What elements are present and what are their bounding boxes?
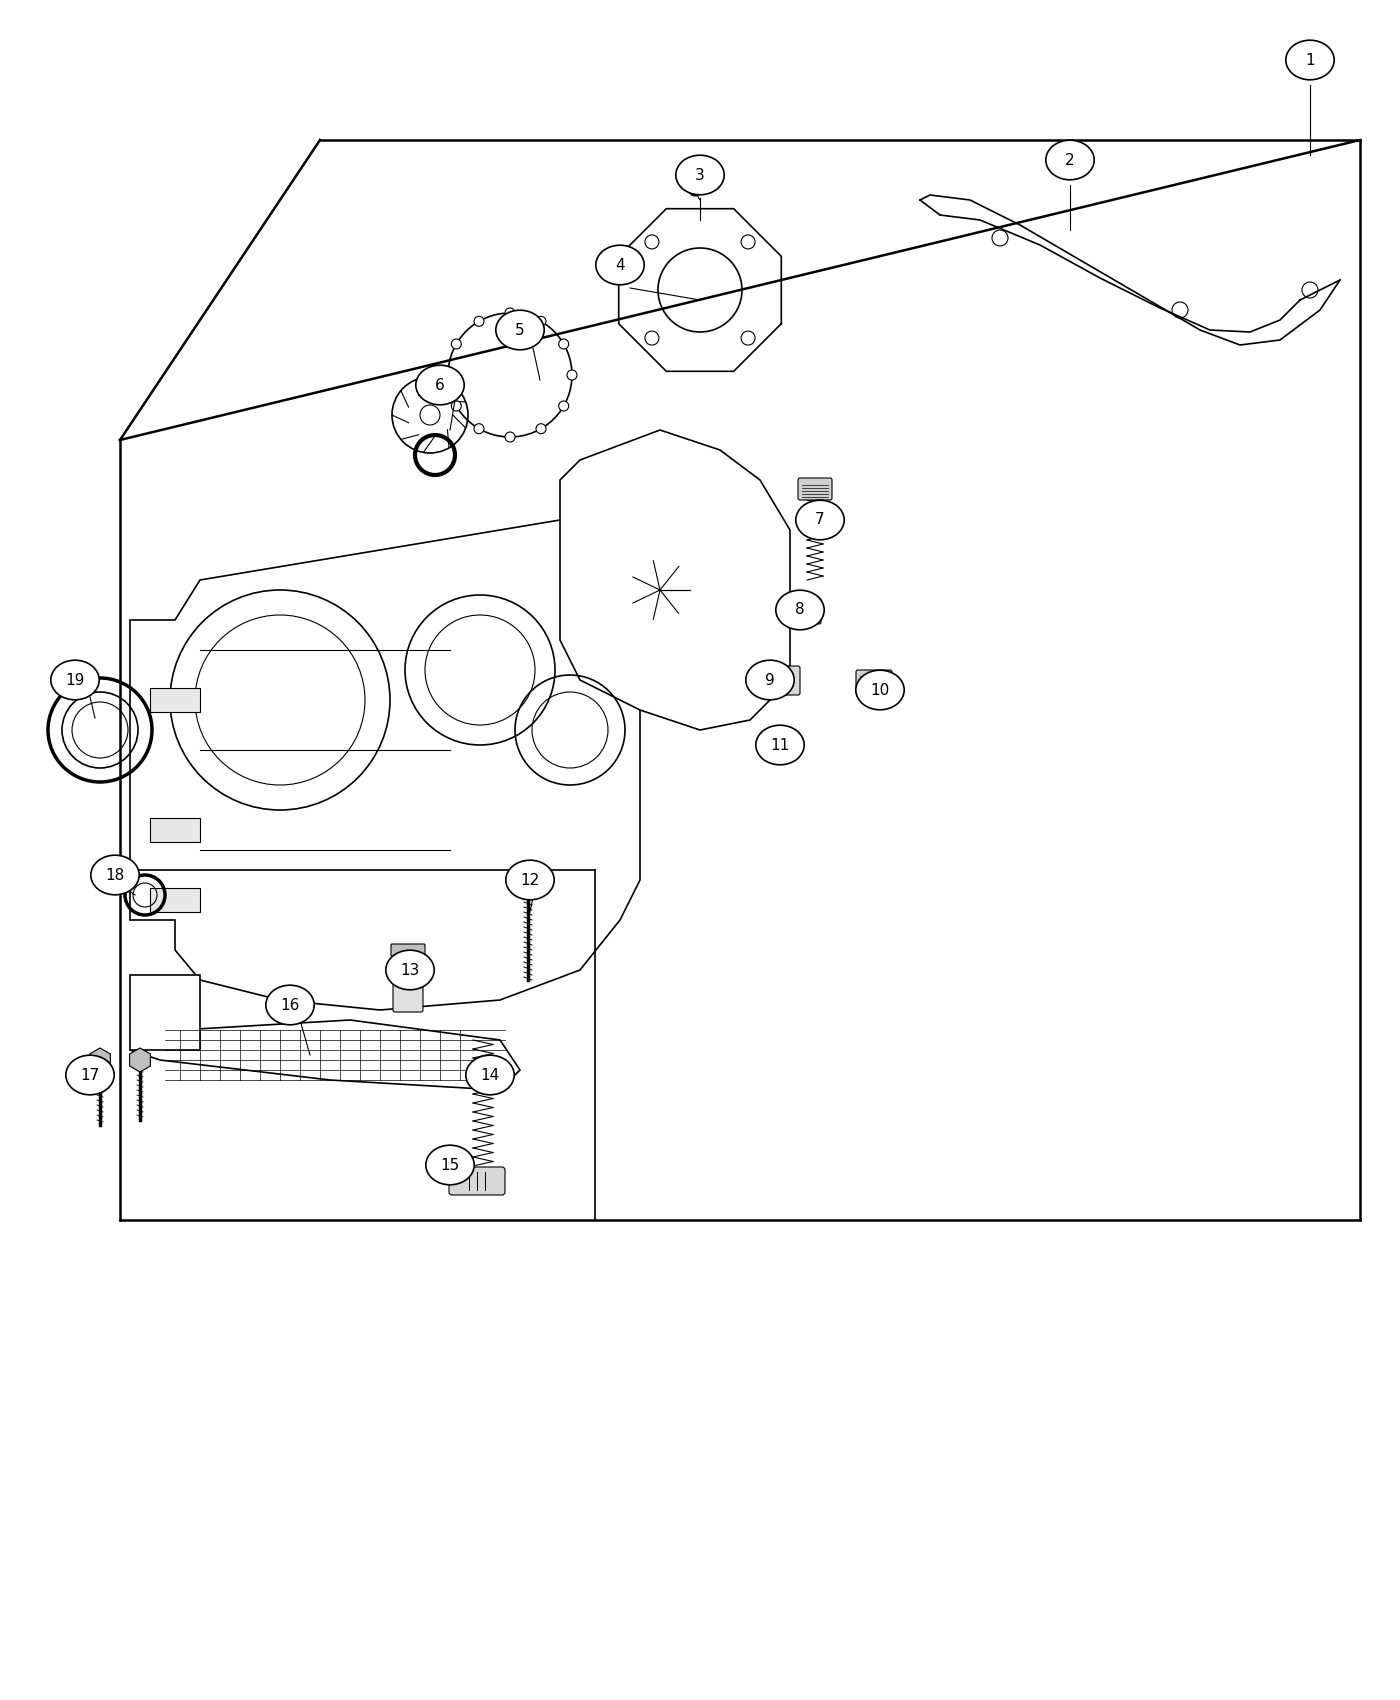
Text: 3: 3 [696,168,704,182]
Text: 17: 17 [80,1068,99,1083]
Bar [150,688,200,712]
Ellipse shape [676,155,724,196]
FancyBboxPatch shape [757,666,799,695]
Bar [150,818,200,842]
Text: 10: 10 [871,682,889,697]
Polygon shape [130,1020,519,1090]
Circle shape [475,316,484,326]
Text: 19: 19 [66,673,84,687]
Text: 9: 9 [766,673,774,687]
FancyBboxPatch shape [798,478,832,500]
FancyBboxPatch shape [783,598,820,624]
Circle shape [505,432,515,442]
Ellipse shape [596,245,644,286]
Ellipse shape [66,1056,115,1095]
Circle shape [536,423,546,434]
Text: 14: 14 [480,1068,500,1083]
Polygon shape [90,1047,111,1073]
Polygon shape [130,520,640,1010]
Ellipse shape [505,860,554,899]
Text: 11: 11 [770,738,790,753]
Text: 13: 13 [400,962,420,978]
Ellipse shape [416,366,465,405]
FancyBboxPatch shape [449,1166,505,1195]
FancyBboxPatch shape [393,949,423,1012]
Ellipse shape [496,309,545,350]
Ellipse shape [855,670,904,711]
FancyBboxPatch shape [770,729,787,740]
Ellipse shape [756,726,804,765]
Text: 12: 12 [521,872,539,887]
FancyBboxPatch shape [391,944,426,955]
Circle shape [451,338,462,348]
Text: 18: 18 [105,867,125,882]
Text: 4: 4 [615,257,624,272]
Ellipse shape [746,660,794,700]
Ellipse shape [466,1056,514,1095]
Ellipse shape [50,660,99,700]
Text: 1: 1 [1305,53,1315,68]
Circle shape [559,401,568,411]
Circle shape [505,308,515,318]
Polygon shape [130,976,200,1051]
Circle shape [689,184,701,196]
Text: 15: 15 [441,1158,459,1173]
Ellipse shape [795,500,844,541]
Polygon shape [560,430,790,729]
Ellipse shape [386,950,434,989]
Ellipse shape [266,986,314,1025]
Circle shape [559,338,568,348]
Ellipse shape [1285,41,1334,80]
Polygon shape [130,1047,150,1073]
Ellipse shape [776,590,825,629]
Ellipse shape [1046,139,1095,180]
Circle shape [442,371,454,381]
Bar [150,887,200,911]
FancyBboxPatch shape [855,670,892,694]
Text: 7: 7 [815,512,825,527]
Circle shape [567,371,577,381]
Text: 2: 2 [1065,153,1075,168]
Circle shape [451,401,462,411]
Text: 8: 8 [795,602,805,617]
Text: 5: 5 [515,323,525,338]
Text: 6: 6 [435,377,445,393]
Ellipse shape [426,1146,475,1185]
Circle shape [475,423,484,434]
Text: 16: 16 [280,998,300,1013]
Ellipse shape [91,855,139,894]
Circle shape [536,316,546,326]
